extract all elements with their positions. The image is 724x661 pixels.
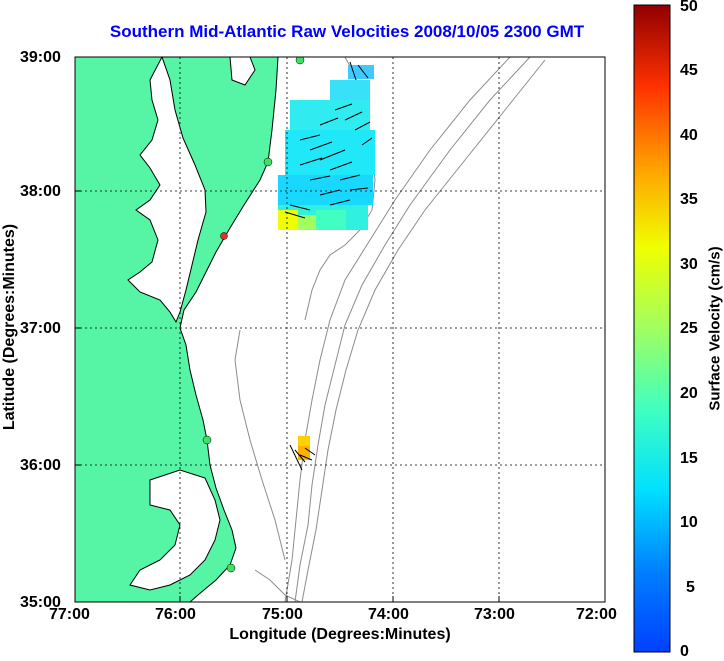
chart-title: Southern Mid-Atlantic Raw Velocities 200… — [109, 22, 585, 41]
colorbar-tick: 10 — [680, 514, 698, 531]
colorbar-tick: 5 — [686, 579, 695, 596]
x-tick: 73:00 — [474, 606, 515, 623]
y-tick: 37:00 — [20, 320, 61, 337]
tick-marks — [75, 190, 500, 602]
x-axis-label: Longitude (Degrees:Minutes) — [229, 626, 451, 643]
bathymetry-contours — [234, 57, 546, 602]
x-tick: 74:00 — [368, 606, 409, 623]
colorbar-label: Surface Velocity (cm/s) — [706, 246, 724, 411]
x-tick: 77:00 — [49, 606, 90, 623]
y-tick: 36:00 — [20, 457, 61, 474]
colorbar-tick: 30 — [680, 256, 698, 273]
grid-lines — [75, 57, 605, 602]
y-tick: 39:00 — [20, 49, 61, 66]
y-tick: 38:00 — [20, 183, 61, 200]
x-tick: 72:00 — [576, 606, 617, 623]
land-mass — [75, 57, 279, 602]
delaware-bay — [229, 57, 256, 86]
colorbar-tick: 45 — [680, 62, 698, 79]
plot-frame — [74, 56, 606, 603]
colorbar — [633, 4, 671, 653]
colorbar-tick: 50 — [680, 0, 698, 15]
y-tick: 35:00 — [20, 594, 61, 611]
colorbar-tick: 20 — [680, 385, 698, 402]
colorbar-tick: 40 — [680, 127, 698, 144]
radar-sites — [202, 57, 305, 573]
velocity-arrows — [284, 61, 373, 471]
x-tick: 75:00 — [262, 606, 303, 623]
pamlico-sound — [129, 469, 221, 591]
y-axis-label: Latitude (Degrees:Minutes) — [1, 223, 18, 431]
chesapeake-bay — [127, 57, 207, 324]
colorbar-tick: 0 — [680, 643, 689, 660]
colorbar-tick: 25 — [680, 320, 698, 337]
x-tick: 76:00 — [155, 606, 196, 623]
colorbar-tick: 15 — [680, 450, 698, 467]
velocity-cells-north — [278, 65, 375, 230]
colorbar-tick: 35 — [680, 191, 698, 208]
